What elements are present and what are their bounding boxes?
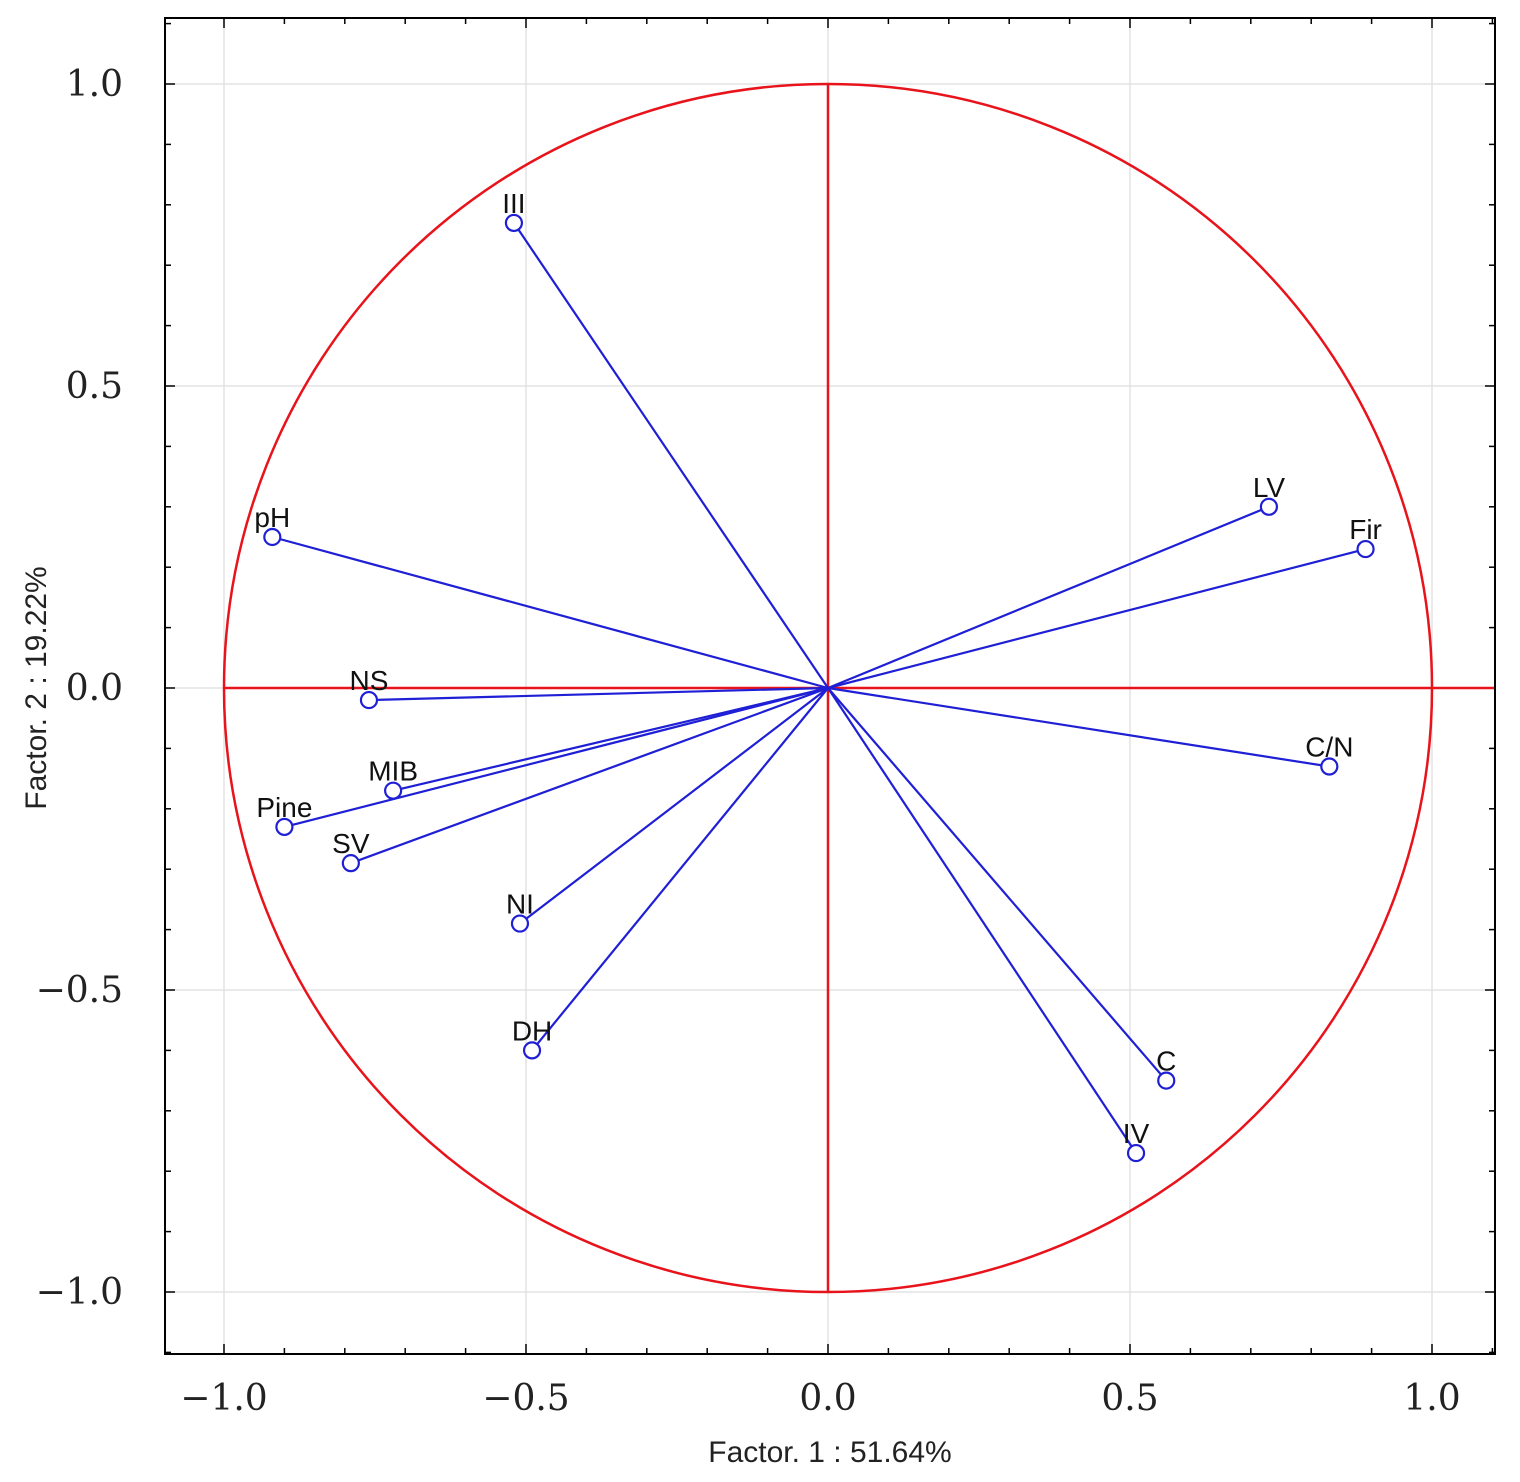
vector-c (827, 687, 1168, 1082)
label-ni: NI (506, 889, 534, 920)
y-tick-label: 0.5 (66, 366, 123, 407)
plot-frame (164, 17, 1496, 1355)
point-dh (522, 1041, 542, 1060)
y-axis-title: Factor. 2 : 19.22% (20, 566, 53, 809)
label-ph: pH (254, 502, 290, 533)
label-c: C (1156, 1046, 1176, 1077)
y-tick-label: −0.5 (36, 970, 123, 1011)
vector-mib (392, 686, 829, 792)
vector-ph (272, 535, 829, 690)
point-iii (504, 213, 524, 233)
vector-dh (531, 687, 829, 1052)
label-lv: LV (1253, 472, 1285, 503)
x-tick-label: 0.0 (799, 1378, 856, 1419)
y-tick-label: 0.0 (66, 668, 123, 709)
vector-c-n (827, 686, 1330, 768)
point-c (1157, 1071, 1176, 1090)
vector-lv (827, 505, 1270, 690)
x-tick-label: 1.0 (1403, 1378, 1460, 1419)
label-iii: III (502, 188, 525, 219)
loading-vectors (263, 213, 1375, 1163)
label-ns: NS (350, 665, 389, 696)
x-tick-label: 0.5 (1101, 1378, 1158, 1419)
label-sv: SV (332, 828, 370, 859)
vector-fir (827, 548, 1366, 690)
label-fir: Fir (1349, 514, 1382, 545)
label-iv: IV (1123, 1118, 1150, 1149)
point-ph (263, 527, 282, 547)
point-lv (1259, 497, 1279, 516)
y-tick-label: −1.0 (36, 1272, 123, 1313)
vector-iv (827, 687, 1137, 1154)
label-pine: Pine (256, 792, 312, 823)
vector-pine (284, 686, 829, 828)
x-axis-title: Factor. 1 : 51.64% (708, 1436, 951, 1469)
vector-ni (519, 687, 829, 925)
point-sv (341, 854, 360, 873)
label-mib: MIB (368, 756, 418, 787)
point-ns (359, 690, 379, 710)
point-fir (1356, 539, 1375, 559)
vector-iii (513, 222, 829, 689)
y-tick-label: 1.0 (66, 64, 123, 105)
x-tick-label: −0.5 (482, 1378, 569, 1419)
point-c-n (1320, 757, 1339, 776)
point-pine (275, 817, 294, 837)
vector-sv (350, 686, 829, 865)
variable-labels: III pH NS MIB Pine SV NI DH LV Fir C/N C IV (254, 188, 1381, 1149)
label-c-n: C/N (1305, 732, 1353, 763)
point-ni (510, 914, 530, 933)
vector-ns (368, 686, 829, 702)
tick-labels: −1.0 −0.5 0.0 0.5 1.0 −1.0 −0.5 0.0 0.5 1.0 (36, 64, 1461, 1419)
x-tick-label: −1.0 (180, 1378, 267, 1419)
point-iv (1126, 1143, 1146, 1163)
label-dh: DH (512, 1015, 552, 1046)
